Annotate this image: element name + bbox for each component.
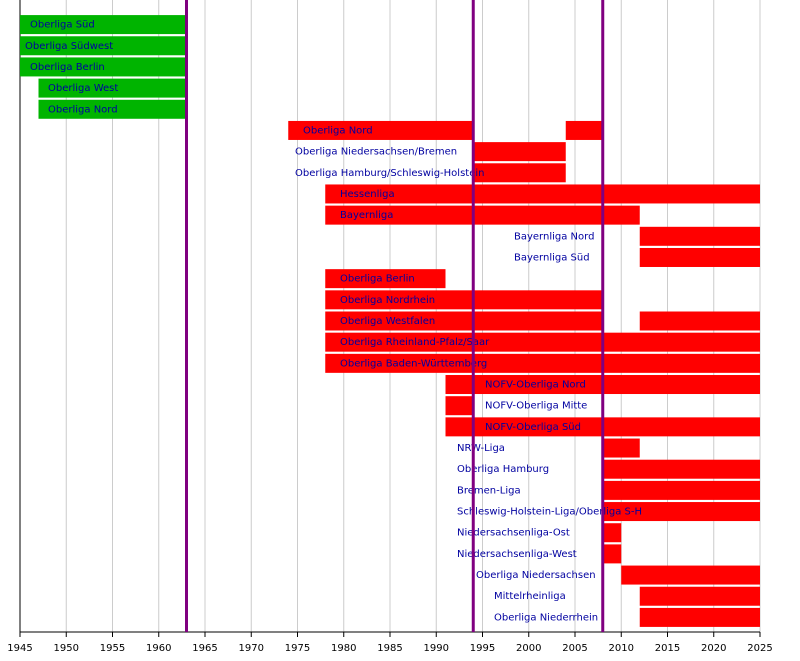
timeline-bar <box>38 78 187 98</box>
timeline-bar <box>602 459 760 479</box>
timeline-bar <box>639 607 760 627</box>
row-label: Mittelrheinliga <box>494 591 566 602</box>
row-label: Oberliga Niedersachsen/Bremen <box>295 147 457 158</box>
row-label: Oberliga West <box>48 83 118 94</box>
row-label: Oberliga Nord <box>303 125 373 136</box>
x-tick-label: 1960 <box>146 643 171 654</box>
row-label: Oberliga Hamburg/Schleswig-Holstein <box>295 168 484 179</box>
row-label: NOFV-Oberliga Süd <box>485 422 581 433</box>
row-label: Oberliga Süd <box>30 20 95 31</box>
x-tick-label: 1950 <box>54 643 79 654</box>
timeline-bar <box>602 523 622 543</box>
row-label: Oberliga Berlin <box>30 62 105 73</box>
x-tick-label: 2000 <box>516 643 541 654</box>
row-label: Oberliga Niederrhein <box>494 612 598 623</box>
timeline-bar <box>20 57 187 77</box>
row-label: Oberliga Rheinland-Pfalz/Saar <box>340 337 490 348</box>
x-tick-label: 1975 <box>285 643 310 654</box>
row-label: Oberliga Nord <box>48 104 118 115</box>
x-tick-label: 2005 <box>562 643 587 654</box>
row-label: Oberliga Hamburg <box>457 464 549 475</box>
timeline-bar <box>325 332 760 352</box>
timeline-bar <box>325 290 603 310</box>
x-tick-label: 2020 <box>701 643 726 654</box>
timeline-bar <box>325 311 603 331</box>
row-label: Oberliga Baden-Württemberg <box>340 358 487 369</box>
timeline-bar <box>288 120 474 140</box>
x-tick-label: 1965 <box>192 643 217 654</box>
x-tick-label: 1990 <box>424 643 449 654</box>
timeline-bar <box>602 544 622 564</box>
timeline-bar <box>602 438 640 458</box>
timeline-bar <box>473 163 566 183</box>
timeline-bar <box>325 353 760 373</box>
x-tick-label: 1995 <box>470 643 495 654</box>
row-label: Oberliga Niedersachsen <box>476 570 596 581</box>
timeline-bar <box>565 120 603 140</box>
row-label: Niedersachsenliga-West <box>457 549 577 560</box>
timeline-bar <box>445 396 474 416</box>
timeline-bar <box>602 502 760 522</box>
x-tick-label: 2010 <box>609 643 634 654</box>
row-label: Oberliga Berlin <box>340 274 415 285</box>
x-tick-label: 2025 <box>747 643 772 654</box>
x-tick-label: 1955 <box>100 643 125 654</box>
timeline-bar <box>473 142 566 162</box>
row-label: Bremen-Liga <box>457 485 521 496</box>
row-label: Schleswig-Holstein-Liga/Oberliga S-H <box>457 507 642 518</box>
row-label: Niedersachsenliga-Ost <box>457 528 570 539</box>
timeline-bar <box>38 99 187 119</box>
x-tick-label: 1980 <box>331 643 356 654</box>
timeline-bar <box>20 36 187 56</box>
timeline-bar <box>639 311 760 331</box>
timeline-bar <box>639 247 760 267</box>
row-label: Bayernliga Süd <box>514 252 590 263</box>
timeline-bar <box>325 269 446 289</box>
timeline-bar <box>602 480 760 500</box>
row-label: Oberliga Nordrhein <box>340 295 435 306</box>
row-label: NOFV-Oberliga Nord <box>485 380 586 391</box>
row-label: Bayernliga <box>340 210 393 221</box>
timeline-bar <box>639 226 760 246</box>
timeline-bar <box>20 15 187 35</box>
timeline-bar <box>325 205 640 225</box>
row-label: NRW-Liga <box>457 443 505 454</box>
timeline-bar <box>639 586 760 606</box>
x-tick-label: 1945 <box>7 643 32 654</box>
timeline-bar <box>325 184 760 204</box>
timeline-bar <box>621 565 760 585</box>
x-tick-label: 2015 <box>655 643 680 654</box>
x-tick-label: 1985 <box>377 643 402 654</box>
row-label: Bayernliga Nord <box>514 231 594 242</box>
row-label: Hessenliga <box>340 189 395 200</box>
x-tick-label: 1970 <box>239 643 264 654</box>
row-label: Oberliga Südwest <box>25 41 113 52</box>
row-label: Oberliga Westfalen <box>340 316 435 327</box>
row-label: NOFV-Oberliga Mitte <box>485 401 587 412</box>
